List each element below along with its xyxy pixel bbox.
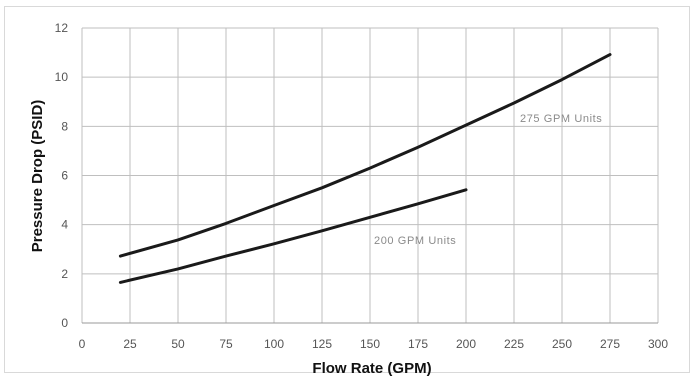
chart-frame — [4, 6, 690, 373]
y-tick-label-2: 2 — [61, 267, 68, 281]
y-axis-title: Pressure Drop (PSID) — [29, 100, 46, 253]
series-line-0 — [118, 53, 612, 258]
x-tick-label-225: 225 — [504, 337, 524, 351]
series-line-1 — [118, 188, 468, 284]
x-tick-label-0: 0 — [79, 337, 86, 351]
x-tick-label-150: 150 — [360, 337, 380, 351]
x-tick-label-50: 50 — [171, 337, 185, 351]
y-tick-label-10: 10 — [55, 70, 69, 84]
x-tick-label-300: 300 — [648, 337, 668, 351]
y-tick-label-8: 8 — [61, 119, 68, 133]
series-label-200-gpm: 200 GPM Units — [374, 235, 456, 247]
x-axis-title: Flow Rate (GPM) — [312, 360, 431, 377]
series-label-275-gpm: 275 GPM Units — [520, 113, 602, 125]
y-tick-label-12: 12 — [55, 21, 69, 35]
x-tick-label-75: 75 — [219, 337, 233, 351]
x-tick-labels: 0 25 50 75 100 125 150 175 200 225 250 275 300 — [79, 337, 669, 351]
series — [118, 53, 612, 284]
x-tick-label-25: 25 — [123, 337, 137, 351]
x-tick-label-100: 100 — [264, 337, 284, 351]
y-tick-label-6: 6 — [61, 169, 68, 183]
y-tick-label-0: 0 — [61, 316, 68, 330]
x-tick-label-250: 250 — [552, 337, 572, 351]
x-tick-label-125: 125 — [312, 337, 332, 351]
x-tick-label-175: 175 — [408, 337, 428, 351]
x-tick-label-200: 200 — [456, 337, 476, 351]
y-tick-label-4: 4 — [61, 218, 68, 232]
grid — [81, 27, 659, 324]
x-tick-label-275: 275 — [600, 337, 620, 351]
y-tick-labels: 0 2 4 6 8 10 12 — [55, 21, 69, 330]
